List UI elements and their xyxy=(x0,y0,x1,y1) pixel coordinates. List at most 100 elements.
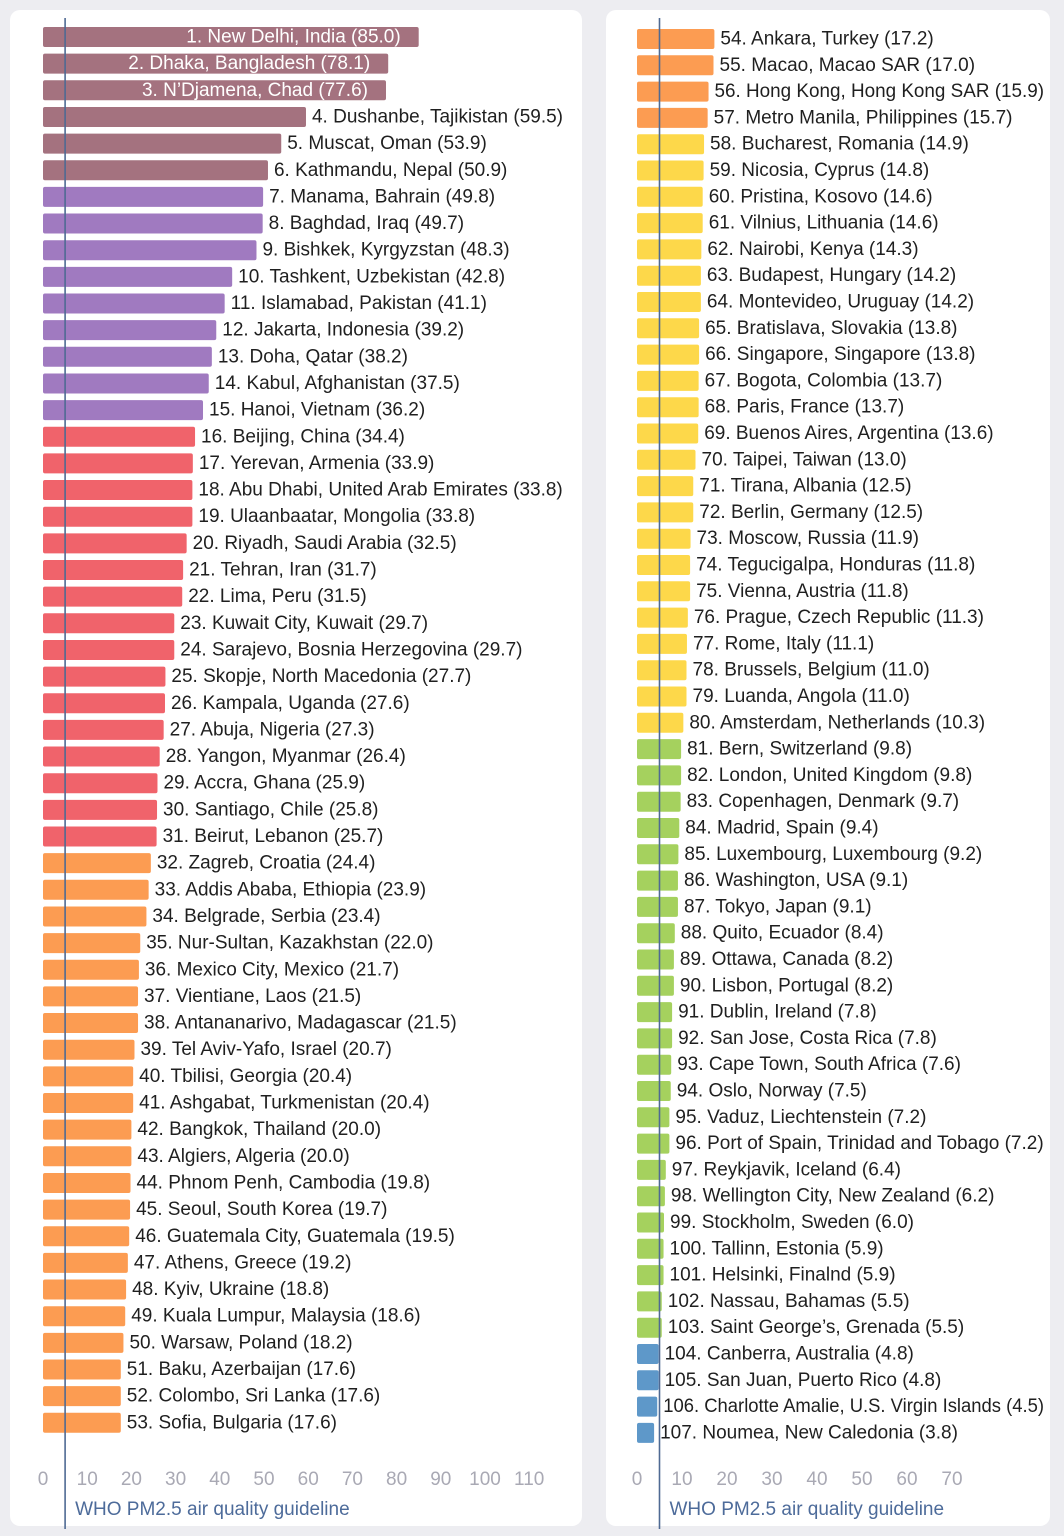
bar xyxy=(43,853,151,874)
bar-label: 25. Skopje, North Macedonia (27.7) xyxy=(171,666,471,687)
bar-label: 43. Algiers, Algeria (20.0) xyxy=(137,1146,349,1167)
bar xyxy=(43,560,184,580)
bar xyxy=(43,480,193,501)
bar-label: 5. Muscat, Oman (53.9) xyxy=(287,133,487,154)
bar-label: 102. Nassau, Bahamas (5.5) xyxy=(668,1291,910,1312)
bar xyxy=(43,1306,126,1327)
bar-label: 105. San Juan, Puerto Rico (4.8) xyxy=(665,1370,942,1391)
bar xyxy=(43,213,263,234)
bar xyxy=(637,1422,655,1443)
bar xyxy=(43,1412,121,1433)
bar-label: 11. Islamabad, Pakistan (41.1) xyxy=(231,293,487,314)
bar xyxy=(637,1002,673,1023)
bar-label: 107. Noumea, New Caledonia (3.8) xyxy=(660,1422,958,1443)
bar-label: 104. Canberra, Australia (4.8) xyxy=(665,1344,914,1365)
right-chart-panel: 54. Ankara, Turkey (17.2) 55. Macao, Maca… xyxy=(606,10,1050,1529)
bar xyxy=(43,613,175,634)
bar-label: 91. Dublin, Ireland (7.8) xyxy=(678,1002,877,1023)
bar-label: 29. Accra, Ghana (25.9) xyxy=(163,773,365,794)
bar xyxy=(43,906,147,927)
bar xyxy=(637,370,699,391)
bar-label: 95. Vaduz, Liechtenstein (7.2) xyxy=(675,1107,926,1128)
bar xyxy=(637,318,700,339)
bar xyxy=(43,506,193,527)
bar-label: 23. Kuwait City, Kuwait (29.7) xyxy=(180,613,428,634)
bar xyxy=(637,818,680,838)
bar xyxy=(43,879,149,900)
x-tick-label: 50 xyxy=(851,1469,872,1490)
bar xyxy=(43,719,164,740)
bar-label: 6. Kathmandu, Nepal (50.9) xyxy=(274,160,507,181)
bar xyxy=(43,453,193,474)
bar-label: 44. Phnom Penh, Cambodia (19.8) xyxy=(137,1172,431,1193)
bar-label: 64. Montevideo, Uruguay (14.2) xyxy=(707,292,974,313)
bar xyxy=(637,923,675,944)
bar xyxy=(637,1317,662,1338)
x-tick-label: 0 xyxy=(38,1469,49,1490)
bar-label: 12. Jakarta, Indonesia (39.2) xyxy=(222,320,464,341)
bar xyxy=(637,975,674,996)
bar xyxy=(43,1093,134,1113)
who-guideline-label: WHO PM2.5 air quality guideline xyxy=(670,1499,945,1520)
bar-label: 67. Bogota, Colombia (13.7) xyxy=(705,370,943,391)
bar xyxy=(637,528,691,549)
bar-label: 39. Tel Aviv-Yafo, Israel (20.7) xyxy=(140,1039,391,1060)
bar-label: 103. Saint George’s, Grenada (5.5) xyxy=(668,1317,964,1338)
bar xyxy=(637,607,688,628)
bar-label: 28. Yangon, Myanmar (26.4) xyxy=(166,746,406,767)
bar-label: 14. Kabul, Afghanistan (37.5) xyxy=(215,373,460,394)
bar xyxy=(43,426,196,447)
bar-label: 20. Riyadh, Saudi Arabia (32.5) xyxy=(193,533,457,554)
bar xyxy=(637,1396,658,1417)
bar xyxy=(637,1054,672,1075)
bar xyxy=(43,53,389,74)
bar xyxy=(637,1107,670,1128)
bar xyxy=(43,240,257,261)
bar xyxy=(43,1279,127,1300)
bar-label: 78. Brussels, Belgium (11.0) xyxy=(693,660,930,681)
bar-label: 56. Hong Kong, Hong Kong SAR (15.9) xyxy=(715,81,1044,102)
bar xyxy=(43,320,217,341)
x-tick-label: 70 xyxy=(342,1469,363,1490)
bar xyxy=(43,1119,132,1140)
bar-label: 70. Taipei, Taiwan (13.0) xyxy=(702,449,907,470)
bar xyxy=(43,826,157,847)
x-tick-label: 10 xyxy=(671,1469,692,1490)
bar xyxy=(43,373,209,394)
bar-label: 32. Zagreb, Croatia (24.4) xyxy=(157,853,376,874)
bar-label: 7. Manama, Bahrain (49.8) xyxy=(269,186,495,207)
bar-label: 45. Seoul, South Korea (19.7) xyxy=(136,1199,387,1220)
bar xyxy=(43,799,158,820)
bar-label: 80. Amsterdam, Netherlands (10.3) xyxy=(689,712,985,733)
bar-label: 72. Berlin, Germany (12.5) xyxy=(699,502,923,523)
bar-label: 60. Pristina, Kosovo (14.6) xyxy=(709,186,933,207)
bar-label: 8. Baghdad, Iraq (49.7) xyxy=(269,213,464,234)
bar-label: 2. Dhaka, Bangladesh (78.1) xyxy=(128,53,370,74)
bar xyxy=(637,476,694,497)
bar xyxy=(637,686,687,707)
bar xyxy=(43,1332,124,1353)
bar-label: 57. Metro Manila, Philippines (15.7) xyxy=(714,107,1013,128)
bar-label: 42. Bangkok, Thailand (20.0) xyxy=(137,1119,381,1140)
x-tick-label: 30 xyxy=(761,1469,782,1490)
bar xyxy=(43,1172,131,1193)
bar xyxy=(43,27,419,47)
bar xyxy=(637,1159,666,1180)
bar-chart-right: 54. Ankara, Turkey (17.2) 55. Macao, Maca… xyxy=(632,18,1044,1529)
bar xyxy=(43,666,166,687)
bar-label: 76. Prague, Czech Republic (11.3) xyxy=(694,607,984,628)
bar-label: 30. Santiago, Chile (25.8) xyxy=(163,799,378,820)
x-tick-label: 40 xyxy=(806,1469,827,1490)
bar xyxy=(637,55,714,76)
bar-label: 19. Ulaanbaatar, Mongolia (33.8) xyxy=(198,506,475,527)
bar-label: 48. Kyiv, Ukraine (18.8) xyxy=(132,1279,329,1300)
bar-label: 69. Buenos Aires, Argentina (13.6) xyxy=(704,423,993,444)
bar-label: 47. Athens, Greece (19.2) xyxy=(134,1252,352,1273)
bar xyxy=(43,133,282,154)
bar-label: 94. Oslo, Norway (7.5) xyxy=(677,1081,867,1102)
bar-label: 82. London, United Kingdom (9.8) xyxy=(687,765,972,786)
bar-label: 59. Nicosia, Cyprus (14.8) xyxy=(710,160,930,181)
x-tick-label: 60 xyxy=(896,1469,917,1490)
bar xyxy=(637,1133,670,1154)
bar-label: 65. Bratislava, Slovakia (13.8) xyxy=(705,318,957,339)
